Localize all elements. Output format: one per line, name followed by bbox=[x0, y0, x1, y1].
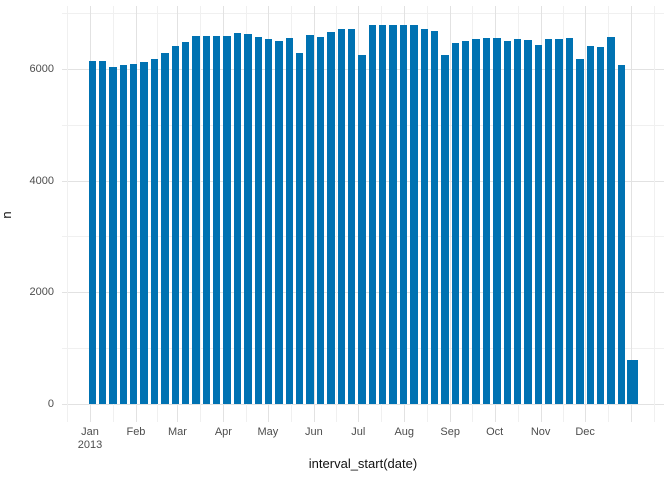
x-minor-gridline bbox=[562, 6, 564, 422]
bar bbox=[503, 41, 511, 404]
y-tick-label: 4000 bbox=[29, 174, 54, 187]
x-major-gridline bbox=[313, 6, 315, 422]
x-minor-gridline bbox=[654, 6, 656, 422]
bar bbox=[451, 43, 460, 404]
y-tick-label: 0 bbox=[47, 398, 54, 410]
bar bbox=[171, 45, 179, 404]
x-tick-label: Dec bbox=[575, 426, 595, 438]
x-tick-label: Mar bbox=[167, 426, 187, 438]
x-tick-label: Aug bbox=[394, 426, 415, 438]
x-minor-gridline bbox=[336, 6, 338, 422]
bar bbox=[254, 37, 262, 404]
bar bbox=[347, 29, 356, 404]
bar bbox=[379, 25, 387, 404]
x-tick-label: Jan bbox=[81, 426, 99, 438]
y-major-gridline bbox=[62, 404, 664, 405]
y-tick-label: 6000 bbox=[29, 62, 54, 75]
x-axis-title: interval_start(date) bbox=[308, 456, 418, 471]
x-minor-gridline bbox=[67, 6, 69, 422]
y-axis-title: n bbox=[0, 211, 14, 219]
bar bbox=[296, 52, 304, 404]
x-tick-label: Jun bbox=[304, 426, 323, 438]
plot-panel bbox=[62, 6, 664, 422]
y-minor-gridline bbox=[62, 12, 664, 14]
bar bbox=[545, 38, 553, 404]
x-major-gridline bbox=[450, 6, 452, 422]
bar bbox=[389, 24, 397, 404]
bar bbox=[223, 36, 231, 404]
bar bbox=[513, 39, 522, 404]
bar bbox=[617, 65, 626, 404]
bar bbox=[275, 40, 283, 404]
bar bbox=[626, 359, 638, 404]
bar bbox=[472, 38, 480, 404]
x-tick-label: Apr bbox=[214, 426, 232, 438]
bar bbox=[98, 60, 107, 404]
bar bbox=[534, 44, 543, 404]
bar bbox=[192, 35, 200, 404]
bar bbox=[233, 32, 242, 404]
bar bbox=[109, 67, 117, 404]
x-minor-gridline bbox=[200, 6, 202, 422]
bar bbox=[213, 35, 221, 404]
bar bbox=[150, 58, 159, 404]
bar bbox=[586, 45, 594, 404]
x-tick-label: Oct bbox=[486, 426, 504, 438]
bar bbox=[410, 24, 418, 404]
x-tick-label: Sep bbox=[440, 426, 460, 438]
bar bbox=[202, 35, 211, 404]
x-tick-label: Jul bbox=[351, 426, 366, 438]
bar bbox=[555, 38, 563, 404]
bar bbox=[493, 37, 501, 404]
bar bbox=[430, 31, 439, 404]
bar bbox=[327, 31, 335, 404]
bar bbox=[244, 34, 252, 404]
bar bbox=[119, 65, 128, 404]
x-tick-year-label: 2013 bbox=[77, 439, 103, 451]
bar bbox=[285, 38, 294, 404]
bar bbox=[88, 61, 96, 404]
bar bbox=[420, 29, 428, 404]
x-tick-label: Nov bbox=[530, 426, 551, 438]
bar bbox=[368, 24, 377, 404]
bar bbox=[181, 41, 190, 404]
bar bbox=[264, 39, 273, 404]
bar bbox=[140, 61, 148, 404]
bar bbox=[358, 54, 366, 404]
y-tick-label: 2000 bbox=[29, 286, 54, 299]
x-major-gridline bbox=[585, 6, 587, 422]
bar bbox=[565, 38, 574, 404]
x-tick-label: Feb bbox=[126, 426, 146, 438]
bar bbox=[482, 38, 491, 404]
x-tick-label: May bbox=[257, 426, 279, 438]
bar bbox=[596, 46, 605, 404]
bar bbox=[306, 34, 314, 404]
bar bbox=[524, 39, 532, 404]
bar bbox=[607, 36, 615, 404]
bar bbox=[462, 40, 470, 404]
bar bbox=[130, 64, 138, 404]
bar bbox=[316, 36, 325, 404]
bar bbox=[441, 55, 449, 404]
bar bbox=[161, 52, 169, 404]
x-major-gridline bbox=[631, 6, 633, 422]
bar bbox=[399, 24, 408, 404]
bar bbox=[337, 29, 345, 404]
bar bbox=[576, 59, 584, 404]
